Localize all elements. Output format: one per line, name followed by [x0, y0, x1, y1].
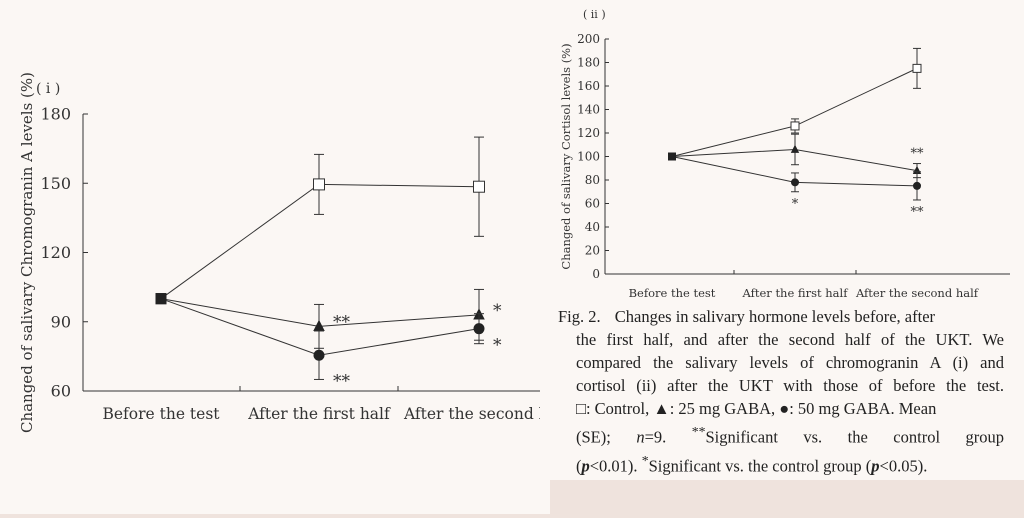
p-symbol-1: p [581, 456, 590, 475]
y-tick-label: 0 [592, 267, 600, 281]
caption-line-1: Fig. 2. Changes in salivary hormone leve… [558, 305, 1004, 328]
sig-marker-2: ** [691, 424, 706, 439]
gaba25-marker [313, 319, 325, 332]
legend-50mg: : 50 mg GABA. Mean [789, 399, 937, 418]
y-tick-label: 60 [51, 382, 71, 401]
significance-marker: * [493, 335, 502, 355]
n-value: =9. [644, 427, 667, 447]
x-category-label: After the first half [247, 405, 391, 423]
significance-marker: ** [911, 205, 925, 220]
chromogranin-chart: ( i ) 60 90 120 150 180 Before the test After t… [18, 72, 549, 433]
legend-25mg: : 25 mg GABA, [669, 399, 776, 418]
panel-label: ( ii ) [583, 8, 606, 21]
caption-line-6: (SE); n=9. **Significant vs. the control… [558, 420, 1004, 449]
sig-text-1: Significant vs. the control group ( [648, 456, 872, 475]
y-tick-label: 60 [585, 197, 600, 211]
y-tick-label: 140 [577, 103, 600, 117]
control-marker [313, 178, 325, 191]
caption-line-7: (p<0.01). *Significant vs. the control g… [558, 449, 1004, 478]
paren-open: ( [576, 456, 582, 475]
n-symbol: n [636, 427, 645, 447]
y-tick-label: 20 [585, 244, 600, 258]
y-tick-label: 120 [40, 243, 71, 262]
series-line [160, 183, 480, 300]
y-tick-label: 80 [585, 173, 600, 187]
y-axis-title: Changed of salivary Chromogranin A level… [18, 72, 36, 433]
figure-label: Fig. 2. [558, 307, 601, 326]
y-tick-label: 40 [585, 220, 600, 234]
y-tick-label: 180 [40, 105, 71, 124]
figure-caption: Fig. 2. Changes in salivary hormone leve… [558, 305, 1004, 477]
caption-se: (SE); [576, 427, 611, 447]
p-value-2: <0.05). [879, 456, 928, 475]
chart-panel-i: ( i ) 60 90 120 150 180 Before the test After t… [0, 0, 550, 514]
baseline-marker [668, 152, 676, 161]
control-marker [912, 63, 922, 73]
y-tick-label: 180 [577, 56, 600, 70]
cortisol-chart: ( ii ) 0 20 40 60 80 100 120 140 160 180 200 Before … [559, 8, 1010, 300]
y-tick-label: 120 [577, 126, 600, 140]
caption-line-2: the first half, and after the second hal… [576, 330, 1004, 349]
chart-panel-ii: ( ii ) 0 20 40 60 80 100 120 140 160 180 200 Before … [540, 0, 1024, 480]
y-tick-label: 100 [577, 150, 600, 164]
sig-marker-1: * [641, 452, 649, 468]
open-square-icon: □ [576, 399, 586, 418]
significance-marker: ** [333, 371, 351, 391]
y-tick-label: 200 [577, 32, 600, 46]
caption-line-3: compared the salivary levels of chromogr… [576, 353, 1004, 372]
caption-line-4: cortisol (ii) after the UKT with those o… [576, 376, 1004, 395]
gaba25-marker [790, 144, 800, 153]
significance-marker: * [792, 197, 799, 212]
p-symbol-2: p [871, 456, 880, 475]
gaba50-marker [473, 323, 485, 335]
control-marker [790, 121, 800, 131]
x-category-label: Before the test [629, 286, 716, 300]
significance-marker: * [493, 301, 502, 321]
significance-marker: ** [333, 312, 351, 332]
x-category-label: After the second h [403, 405, 549, 423]
caption-text-1: Changes in salivary hormone levels befor… [614, 307, 936, 326]
legend-control: : Control, [585, 399, 650, 418]
gaba50-marker [313, 349, 325, 361]
control-marker [473, 180, 485, 193]
baseline-marker [155, 293, 167, 305]
gaba50-marker [791, 178, 799, 187]
sig-text-2: Significant vs. the control group [705, 427, 1005, 447]
gaba50-marker [913, 181, 921, 190]
y-axis-title: Changed of salivary Cortisol levels (%) [559, 43, 573, 269]
filled-triangle-icon: ▲ [653, 399, 670, 418]
x-category-label: After the first half [742, 286, 849, 300]
filled-circle-icon: ● [779, 399, 790, 418]
p-value-1: <0.01). [589, 456, 638, 475]
significance-marker: ** [911, 147, 925, 162]
y-tick-label: 90 [51, 312, 71, 331]
x-category-label: After the second half [855, 286, 979, 300]
panel-label: ( i ) [36, 81, 60, 97]
y-tick-label: 150 [40, 174, 71, 193]
caption-legend-line: □: Control, ▲: 25 mg GABA, ●: 50 mg GABA… [558, 397, 1004, 420]
x-category-label: Before the test [102, 405, 220, 423]
y-tick-label: 160 [577, 79, 600, 93]
